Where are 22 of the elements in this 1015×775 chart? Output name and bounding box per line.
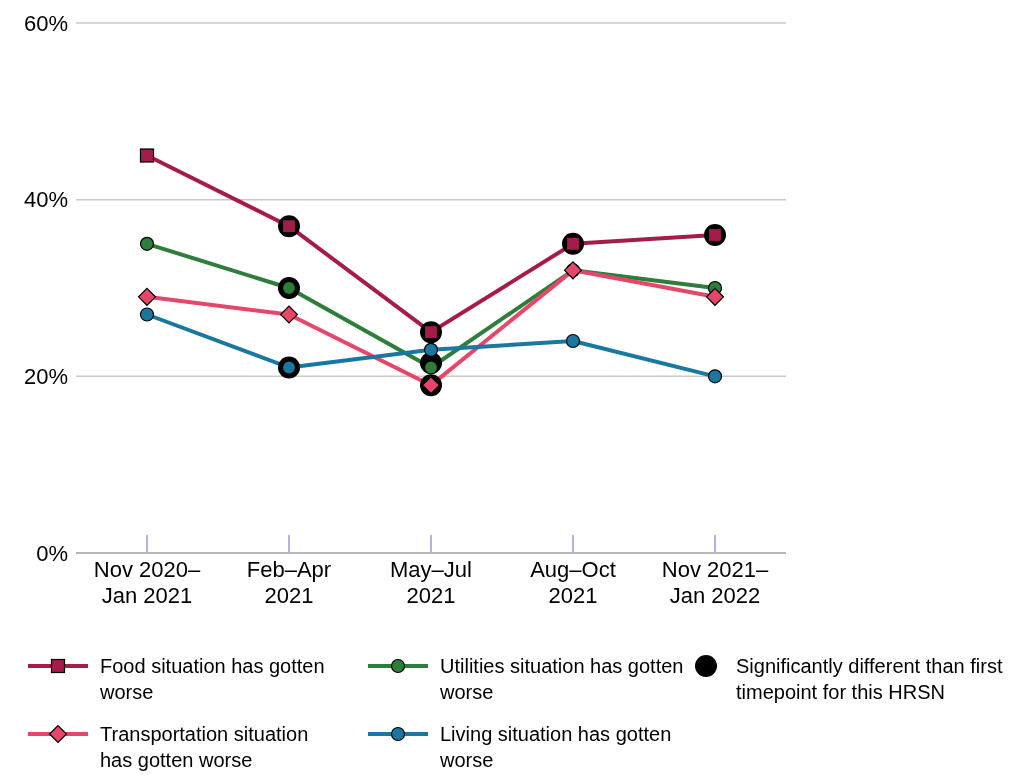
- x-tick-label: Nov 2021–Jan 2022: [661, 557, 769, 608]
- x-tick-label: Aug–Oct 2021: [530, 557, 616, 608]
- y-tick-label: 60%: [23, 10, 68, 36]
- y-tick-label: 40%: [23, 187, 68, 213]
- point: [423, 342, 439, 357]
- point: [139, 148, 155, 163]
- x-tick-label: May–Jul 2021: [390, 557, 472, 608]
- x-tick-label: Nov 2020–Jan 2021: [93, 557, 201, 608]
- x-tick-label: Feb–Apr 2021: [246, 557, 332, 608]
- point: [705, 287, 725, 306]
- point: [565, 333, 581, 349]
- y-tick-label: 0%: [36, 540, 68, 566]
- point: [707, 369, 723, 384]
- legend-label: Transportation situation has gotten worse: [100, 722, 310, 773]
- y-tick-label: 20%: [23, 364, 68, 390]
- legend-label: Living situation has gotten worse: [440, 722, 673, 773]
- point: [137, 287, 157, 306]
- point: [139, 307, 155, 322]
- legend-label: Food situation has gotten worse: [100, 654, 326, 705]
- point: [139, 236, 155, 251]
- point: [279, 305, 299, 324]
- legend-label: Utilities situation has gotten worse: [440, 654, 685, 705]
